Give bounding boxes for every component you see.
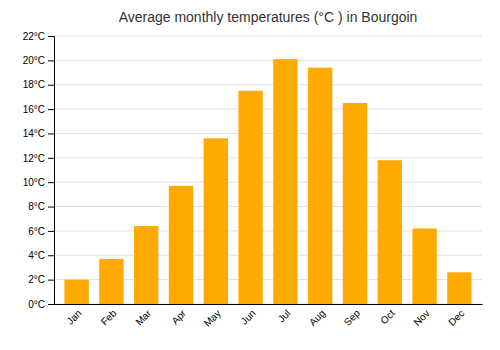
bar (169, 186, 193, 304)
chart-title: Average monthly temperatures (°C ) in Bo… (119, 9, 418, 25)
grid-line (54, 157, 482, 158)
bar (308, 68, 332, 304)
x-tick-label: Feb (99, 307, 119, 327)
y-tick: 14°C (23, 128, 54, 139)
x-tick: Jan (65, 308, 84, 327)
x-tick: May (202, 308, 223, 329)
grid-line (54, 36, 482, 37)
y-tick-label: 10°C (23, 177, 45, 188)
y-tick-mark (48, 207, 54, 208)
y-tick-mark (48, 85, 54, 86)
y-tick: 2°C (28, 274, 54, 285)
y-tick-mark (48, 158, 54, 159)
y-tick-mark (48, 60, 54, 61)
x-tick: Oct (378, 307, 397, 326)
y-tick: 18°C (23, 79, 54, 90)
x-tick: Dec (446, 308, 466, 328)
grid-line (54, 60, 482, 61)
y-tick-mark (48, 280, 54, 281)
y-tick-mark (48, 231, 54, 232)
x-tick: Nov (411, 308, 431, 328)
y-tick: 20°C (23, 55, 54, 66)
y-tick: 0°C (28, 299, 54, 310)
x-tick: Aug (307, 308, 327, 328)
x-tick: Jul (276, 308, 293, 325)
x-tick-label: Apr (169, 307, 188, 326)
bar (273, 59, 297, 304)
y-tick-mark (48, 304, 54, 305)
y-tick-label: 12°C (23, 153, 45, 164)
x-tick-label: Sep (342, 307, 363, 328)
grid-line (54, 182, 482, 183)
x-tick-label: Oct (378, 307, 397, 326)
y-tick-mark (48, 133, 54, 134)
y-tick-mark (48, 182, 54, 183)
y-tick-mark (48, 36, 54, 37)
x-axis: Jan Feb Mar Apr May Jun Jul Aug Sep Oct Nov Dec (55, 305, 483, 329)
y-tick-label: 16°C (23, 104, 45, 115)
x-tick: Apr (169, 307, 188, 326)
x-tick-label: Jun (238, 308, 257, 327)
grid-line (54, 84, 482, 85)
y-tick-label: 2°C (28, 274, 45, 285)
y-tick: 8°C (28, 201, 54, 212)
plot-area: Jan Feb Mar Apr May Jun Jul Aug Sep Oct Nov Dec 0°C 2… (23, 31, 483, 329)
bar (238, 91, 262, 304)
y-tick-label: 14°C (23, 128, 45, 139)
y-tick-label: 6°C (28, 226, 45, 237)
x-tick: Sep (342, 307, 363, 328)
y-tick: 10°C (23, 177, 54, 188)
bar (64, 280, 88, 304)
chart-svg: Jan Feb Mar Apr May Jun Jul Aug Sep Oct Nov Dec 0°C 2… (0, 0, 500, 350)
bar (412, 228, 436, 304)
x-axis-line (55, 304, 483, 305)
x-tick-label: May (202, 308, 223, 329)
y-tick-label: 0°C (28, 299, 45, 310)
grid-line (54, 206, 482, 207)
y-tick-label: 22°C (23, 31, 45, 42)
y-tick-label: 20°C (23, 55, 45, 66)
y-tick-mark (48, 109, 54, 110)
x-tick: Feb (99, 307, 119, 327)
y-axis-line (48, 37, 55, 305)
bar (378, 160, 402, 304)
x-tick-label: Dec (446, 308, 466, 328)
x-tick-label: Mar (133, 307, 153, 327)
bar (99, 259, 123, 304)
y-tick-mark (48, 255, 54, 256)
bar (134, 226, 158, 304)
bar (204, 138, 228, 304)
bars (64, 59, 471, 304)
x-tick-label: Jul (276, 308, 293, 325)
y-tick: 16°C (23, 104, 54, 115)
x-tick: Jun (238, 308, 257, 327)
y-tick-label: 8°C (28, 201, 45, 212)
grid-line (54, 109, 482, 110)
bar (343, 103, 367, 304)
x-tick-label: Nov (411, 308, 431, 328)
y-tick-label: 4°C (28, 250, 45, 261)
y-tick: 6°C (28, 226, 54, 237)
y-tick-label: 18°C (23, 79, 45, 90)
y-tick: 22°C (23, 31, 54, 42)
x-tick-label: Aug (307, 308, 327, 328)
y-tick: 12°C (23, 153, 54, 164)
bar (447, 272, 471, 304)
grid-line (54, 133, 482, 134)
x-tick: Mar (133, 307, 153, 327)
chart-container: Jan Feb Mar Apr May Jun Jul Aug Sep Oct Nov Dec 0°C 2… (0, 0, 500, 350)
grid (54, 36, 482, 304)
x-tick-label: Jan (65, 308, 84, 327)
y-tick: 4°C (28, 250, 54, 261)
y-axis: 0°C 2°C 4°C 6°C 8°C 10°C 12°C 14°C 16°C 18°C 20°C 2… (23, 31, 55, 310)
